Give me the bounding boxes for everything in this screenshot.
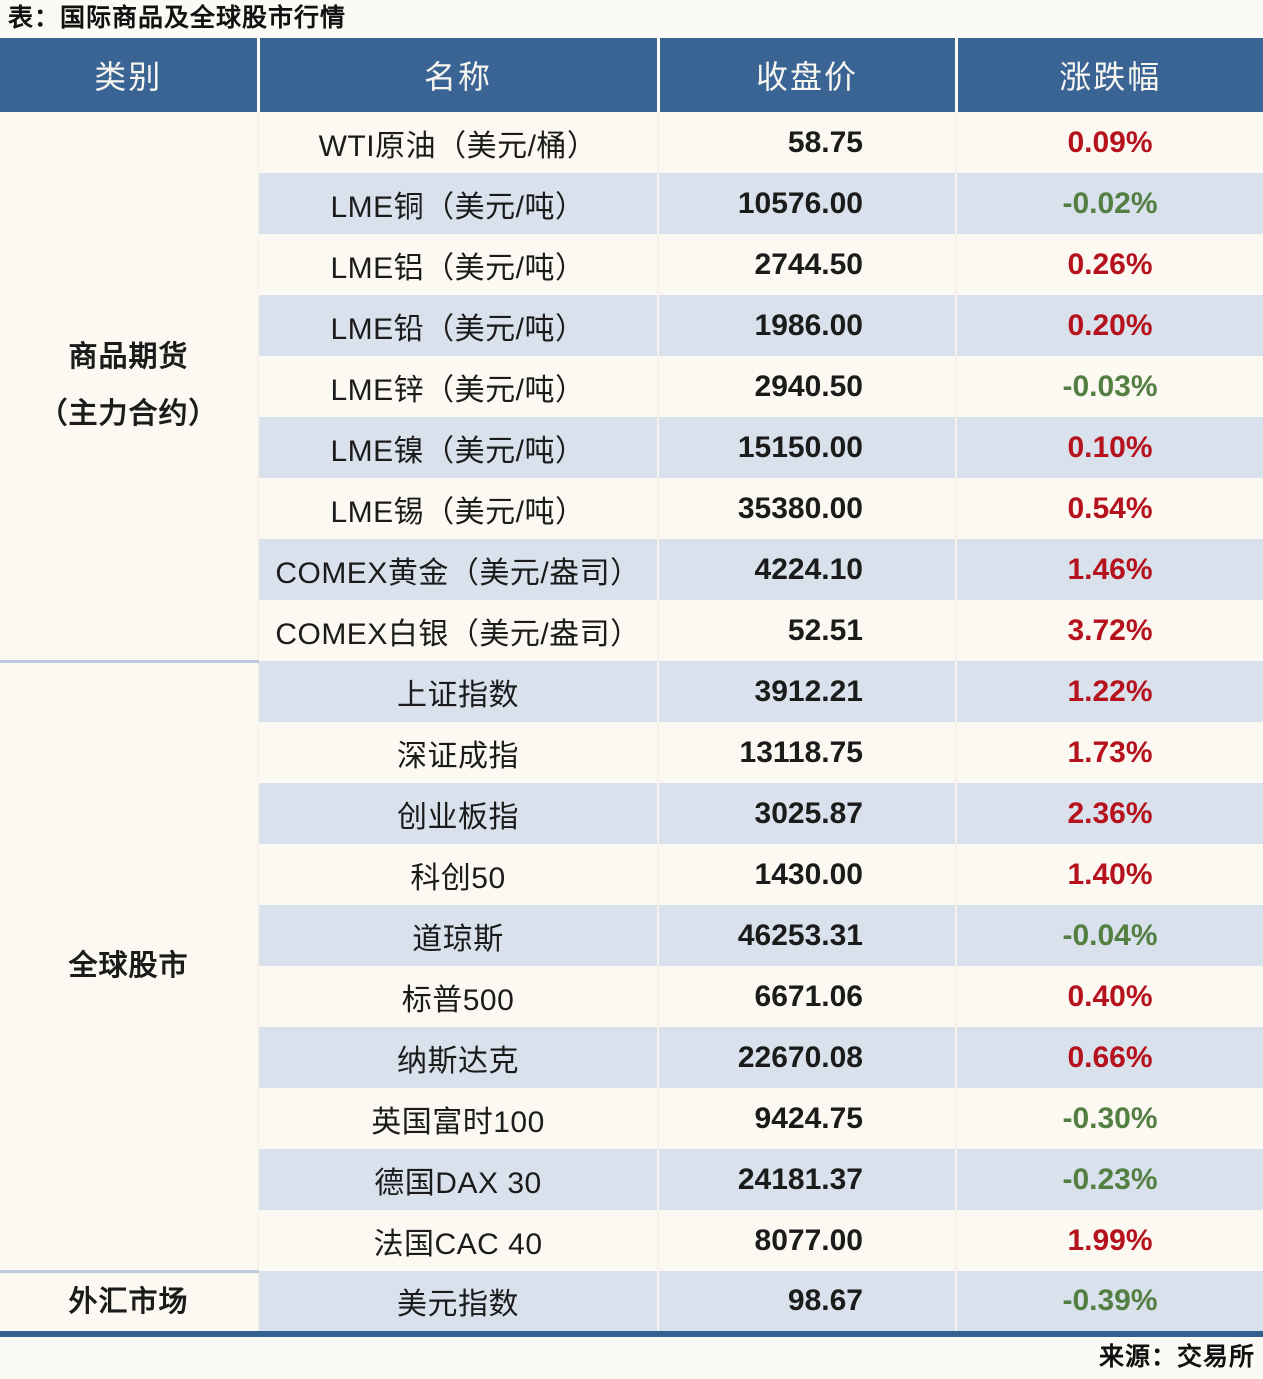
- header-row: 类别 名称 收盘价 涨跌幅: [0, 38, 1263, 112]
- column-header-category: 类别: [0, 38, 260, 112]
- change-percent: -0.39%: [956, 1271, 1263, 1335]
- close-price: 6671.06: [658, 966, 957, 1027]
- close-price: 98.67: [658, 1271, 957, 1335]
- close-price: 3912.21: [658, 661, 957, 722]
- change-percent: 0.26%: [956, 234, 1263, 295]
- change-percent: 1.40%: [956, 844, 1263, 905]
- close-price: 35380.00: [658, 478, 957, 539]
- change-percent: 3.72%: [956, 600, 1263, 661]
- instrument-name: 纳斯达克: [258, 1027, 659, 1088]
- change-percent: -0.03%: [956, 356, 1263, 417]
- close-price: 13118.75: [658, 722, 957, 783]
- change-percent: -0.23%: [956, 1149, 1263, 1210]
- close-price: 22670.08: [658, 1027, 957, 1088]
- instrument-name: WTI原油（美元/桶）: [258, 112, 659, 173]
- table-row: 深证成指 13118.75 1.73%: [0, 722, 1263, 783]
- close-price: 15150.00: [658, 417, 957, 478]
- instrument-name: LME铝（美元/吨）: [258, 234, 659, 295]
- change-percent: 0.20%: [956, 295, 1263, 356]
- table-row: 英国富时100 9424.75 -0.30%: [0, 1088, 1263, 1149]
- table-row: 法国CAC 40 8077.00 1.99%: [0, 1210, 1263, 1271]
- data-source-note: 来源：交易所: [1098, 1343, 1255, 1372]
- change-percent: 0.66%: [956, 1027, 1263, 1088]
- close-price: 9424.75: [658, 1088, 957, 1149]
- table-row: COMEX黄金（美元/盎司） 4224.10 1.46%: [0, 539, 1263, 600]
- close-price: 1430.00: [658, 844, 957, 905]
- table-row: LME铜（美元/吨） 10576.00 -0.02%: [0, 173, 1263, 234]
- column-header-change: 涨跌幅: [956, 38, 1263, 112]
- change-percent: -0.04%: [956, 905, 1263, 966]
- change-percent: 2.36%: [956, 783, 1263, 844]
- category-cell-fx: 外汇市场: [0, 1271, 259, 1335]
- instrument-name: 英国富时100: [258, 1088, 659, 1149]
- instrument-name: 德国DAX 30: [258, 1149, 659, 1210]
- table-row: 科创50 1430.00 1.40%: [0, 844, 1263, 905]
- instrument-name: 上证指数: [258, 661, 659, 722]
- close-price: 3025.87: [658, 783, 957, 844]
- instrument-name: 标普500: [258, 966, 659, 1027]
- table-row: LME铅（美元/吨） 1986.00 0.20%: [0, 295, 1263, 356]
- page-title: 表：国际商品及全球股市行情: [8, 4, 347, 32]
- close-price: 10576.00: [658, 173, 957, 234]
- category-cell-global-stocks: 全球股市: [0, 661, 259, 1273]
- column-header-name: 名称: [258, 38, 660, 112]
- change-percent: 1.46%: [956, 539, 1263, 600]
- instrument-name: 道琼斯: [258, 905, 659, 966]
- close-price: 4224.10: [658, 539, 957, 600]
- table-row: LME锌（美元/吨） 2940.50 -0.03%: [0, 356, 1263, 417]
- change-percent: 1.73%: [956, 722, 1263, 783]
- instrument-name: 科创50: [258, 844, 659, 905]
- close-price: 24181.37: [658, 1149, 957, 1210]
- table-row: 德国DAX 30 24181.37 -0.23%: [0, 1149, 1263, 1210]
- table-row: 全球股市 上证指数 3912.21 1.22%: [0, 661, 1263, 1273]
- instrument-name: 深证成指: [258, 722, 659, 783]
- table-row: LME铝（美元/吨） 2744.50 0.26%: [0, 234, 1263, 295]
- change-percent: 0.54%: [956, 478, 1263, 539]
- table-row: LME镍（美元/吨） 15150.00 0.10%: [0, 417, 1263, 478]
- change-percent: 1.22%: [956, 661, 1263, 722]
- instrument-name: LME铅（美元/吨）: [258, 295, 659, 356]
- instrument-name: COMEX白银（美元/盎司）: [258, 600, 659, 661]
- close-price: 2744.50: [658, 234, 957, 295]
- change-percent: 1.99%: [956, 1210, 1263, 1271]
- table-row: 外汇市场 美元指数 98.67 -0.39%: [0, 1271, 1263, 1335]
- column-header-close: 收盘价: [658, 38, 958, 112]
- instrument-name: LME镍（美元/吨）: [258, 417, 659, 478]
- table-row: 商品期货 （主力合约） WTI原油（美元/桶） 58.75 0.09%: [0, 112, 1263, 663]
- table-row: 创业板指 3025.87 2.36%: [0, 783, 1263, 844]
- change-percent: -0.30%: [956, 1088, 1263, 1149]
- close-price: 52.51: [658, 600, 957, 661]
- close-price: 8077.00: [658, 1210, 957, 1271]
- close-price: 1986.00: [658, 295, 957, 356]
- close-price: 2940.50: [658, 356, 957, 417]
- instrument-name: LME锌（美元/吨）: [258, 356, 659, 417]
- table-row: 标普500 6671.06 0.40%: [0, 966, 1263, 1027]
- instrument-name: 创业板指: [258, 783, 659, 844]
- table-row: 纳斯达克 22670.08 0.66%: [0, 1027, 1263, 1088]
- table-row: LME锡（美元/吨） 35380.00 0.54%: [0, 478, 1263, 539]
- instrument-name: LME锡（美元/吨）: [258, 478, 659, 539]
- change-percent: -0.02%: [956, 173, 1263, 234]
- category-cell-commodities: 商品期货 （主力合约）: [0, 112, 259, 663]
- close-price: 46253.31: [658, 905, 957, 966]
- change-percent: 0.10%: [956, 417, 1263, 478]
- change-percent: 0.40%: [956, 966, 1263, 1027]
- table-row: COMEX白银（美元/盎司） 52.51 3.72%: [0, 600, 1263, 661]
- change-percent: 0.09%: [956, 112, 1263, 173]
- close-price: 58.75: [658, 112, 957, 173]
- instrument-name: LME铜（美元/吨）: [258, 173, 659, 234]
- table-row: 道琼斯 46253.31 -0.04%: [0, 905, 1263, 966]
- instrument-name: 法国CAC 40: [258, 1210, 659, 1271]
- instrument-name: 美元指数: [258, 1271, 659, 1335]
- market-quote-table: 类别 名称 收盘价 涨跌幅 商品期货 （主力合约） WTI原油（美元/桶） 58…: [0, 38, 1263, 1338]
- instrument-name: COMEX黄金（美元/盎司）: [258, 539, 659, 600]
